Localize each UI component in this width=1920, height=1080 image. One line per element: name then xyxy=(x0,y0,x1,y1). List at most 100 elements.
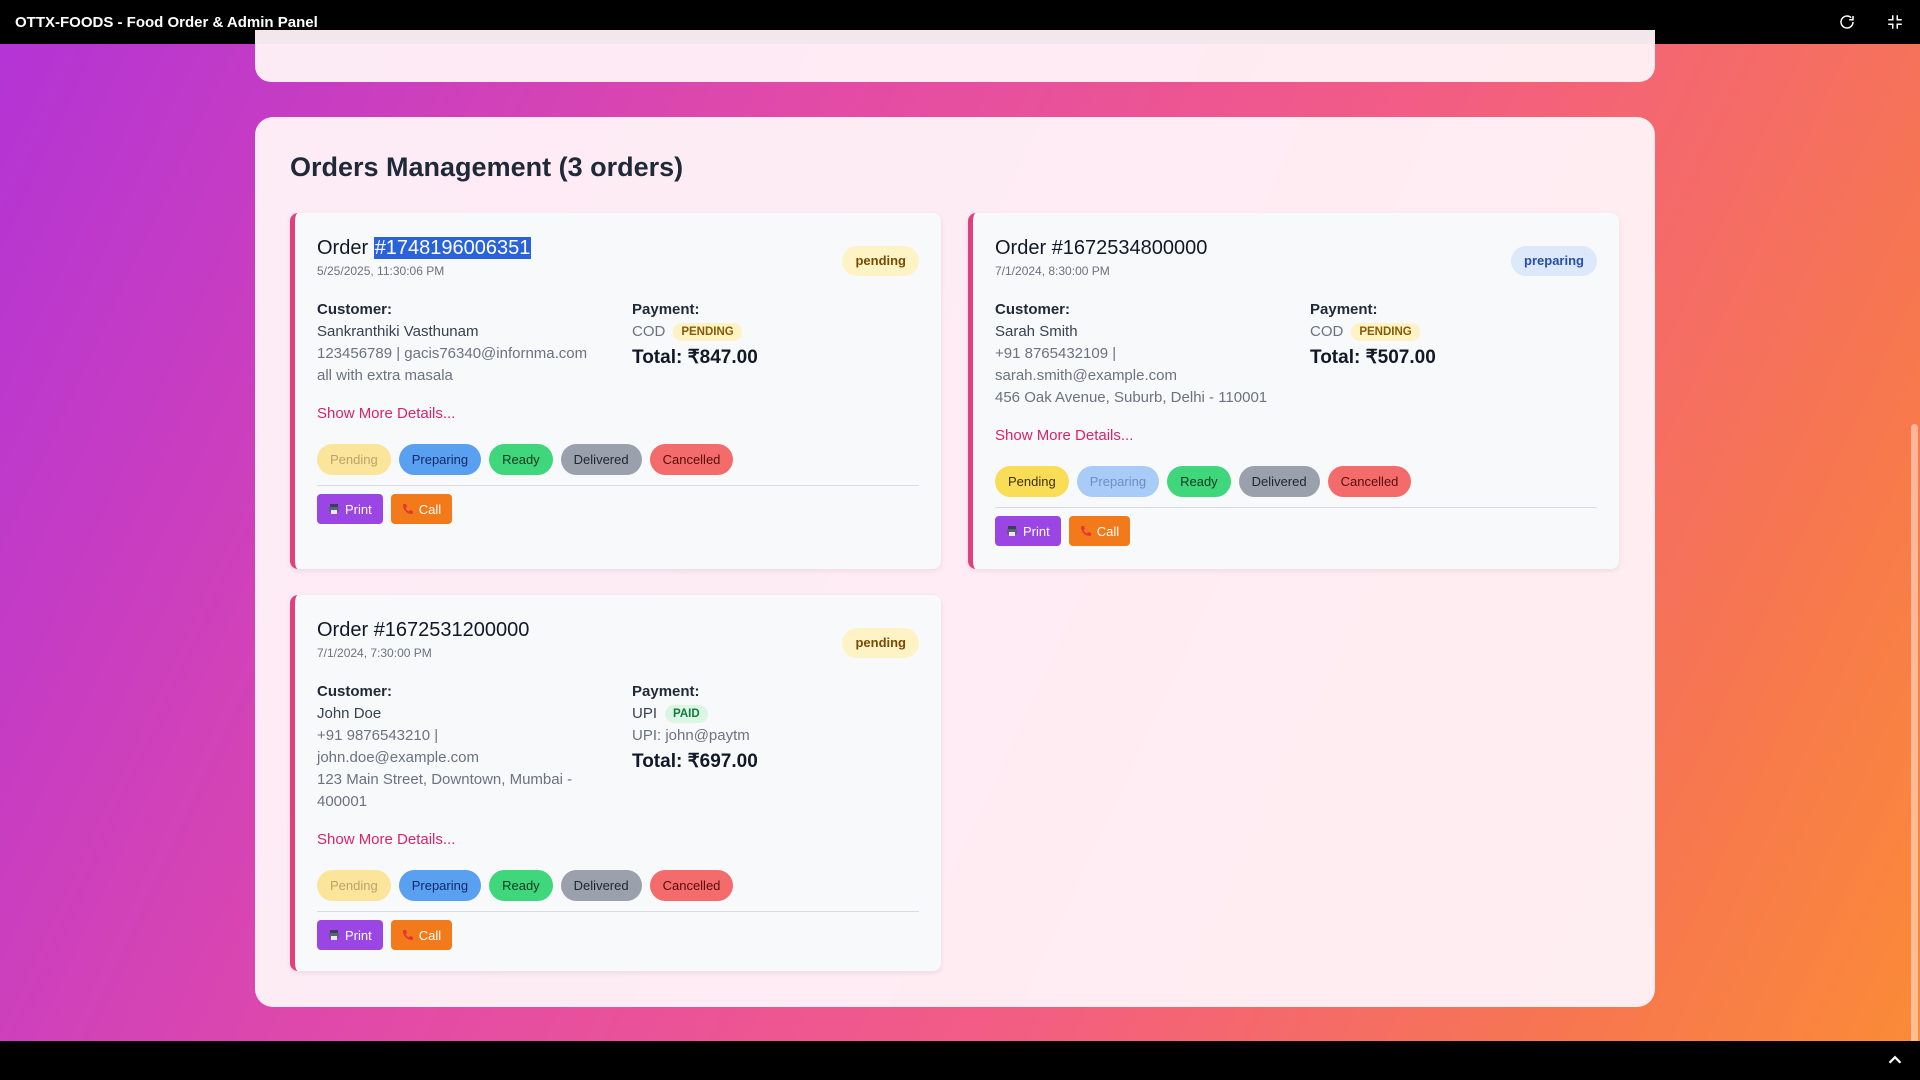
print-button[interactable]: Print xyxy=(317,494,383,524)
status-delivered-button[interactable]: Delivered xyxy=(1238,466,1320,497)
customer-info: Customer: Sankranthiki Vasthunam 1234567… xyxy=(317,299,612,387)
order-id: Order #1672534800000 xyxy=(995,237,1207,260)
customer-address: 456 Oak Avenue, Suburb, Delhi - 110001 xyxy=(995,389,1268,406)
minimize-icon[interactable] xyxy=(1884,11,1906,33)
print-label: Print xyxy=(345,927,372,943)
call-button[interactable]: Call xyxy=(390,920,453,950)
payment-method: COD xyxy=(632,323,666,340)
status-cancelled-button[interactable]: Cancelled xyxy=(1327,466,1412,497)
window-title: OTTX-FOODS - Food Order & Admin Panel xyxy=(15,13,318,31)
order-number[interactable]: #1672531200000 xyxy=(373,619,530,641)
status-pending-button[interactable]: Pending xyxy=(317,870,391,901)
order-total: Total: ₹847.00 xyxy=(632,347,758,368)
customer-email: john.doe@example.com xyxy=(317,749,479,766)
customer-contact: 123456789 | gacis76340@infornma.com xyxy=(317,345,588,362)
print-button[interactable]: Print xyxy=(995,516,1061,546)
order-date: 7/1/2024, 8:30:00 PM xyxy=(995,264,1110,278)
printer-icon xyxy=(1007,526,1017,536)
status-preparing-button[interactable]: Preparing xyxy=(398,870,482,901)
payment-info: Payment: COD PENDING Total: ₹507.00 xyxy=(1310,299,1590,369)
payment-label: Payment: xyxy=(1310,301,1378,318)
phone-icon xyxy=(402,930,413,940)
show-more-link[interactable]: Show More Details... xyxy=(317,405,456,422)
customer-name: John Doe xyxy=(317,705,382,722)
status-preparing-button[interactable]: Preparing xyxy=(398,444,482,475)
order-id: Order #1672531200000 xyxy=(317,619,529,642)
print-label: Print xyxy=(345,501,372,517)
customer-email: sarah.smith@example.com xyxy=(995,367,1177,384)
phone-icon xyxy=(1080,526,1091,536)
call-label: Call xyxy=(418,501,442,517)
status-pending-button[interactable]: Pending xyxy=(317,444,391,475)
previous-section-card xyxy=(255,30,1655,82)
order-card: Order #1672531200000 7/1/2024, 7:30:00 P… xyxy=(290,595,941,971)
status-button-row: Pending Preparing Ready Delivered Cancel… xyxy=(317,444,734,475)
status-ready-button[interactable]: Ready xyxy=(489,870,553,901)
show-more-link[interactable]: Show More Details... xyxy=(995,427,1134,444)
status-ready-button[interactable]: Ready xyxy=(489,444,553,475)
upi-id: UPI: john@paytm xyxy=(632,727,750,744)
divider xyxy=(317,485,919,486)
action-row: Print Call xyxy=(317,494,453,524)
order-card: Order #1748196006351 5/25/2025, 11:30:06… xyxy=(290,213,941,569)
status-badge: pending xyxy=(842,246,919,276)
customer-label: Customer: xyxy=(317,683,393,700)
status-pending-button[interactable]: Pending xyxy=(995,466,1069,497)
payment-method: COD xyxy=(1310,323,1344,340)
print-button[interactable]: Print xyxy=(317,920,383,950)
order-id: Order #1748196006351 xyxy=(317,237,532,260)
call-label: Call xyxy=(1096,523,1120,539)
page-scrollbar[interactable] xyxy=(1909,44,1920,1044)
payment-status-badge: PAID xyxy=(665,705,708,723)
action-row: Print Call xyxy=(995,516,1131,546)
customer-phone: +91 9876543210 | xyxy=(317,727,439,744)
payment-status-badge: PENDING xyxy=(1351,323,1420,341)
phone-icon xyxy=(402,504,413,514)
divider xyxy=(995,507,1597,508)
order-date: 7/1/2024, 7:30:00 PM xyxy=(317,646,432,660)
status-delivered-button[interactable]: Delivered xyxy=(560,870,642,901)
status-delivered-button[interactable]: Delivered xyxy=(560,444,642,475)
customer-label: Customer: xyxy=(995,301,1071,318)
customer-address-line2: 400001 xyxy=(317,793,368,810)
printer-icon xyxy=(329,504,339,514)
order-prefix: Order xyxy=(317,619,374,641)
customer-phone: +91 8765432109 | xyxy=(995,345,1117,362)
order-card: Order #1672534800000 7/1/2024, 8:30:00 P… xyxy=(968,213,1619,569)
chevron-up-icon[interactable] xyxy=(1884,1049,1906,1071)
payment-info: Payment: COD PENDING Total: ₹847.00 xyxy=(632,299,912,369)
status-cancelled-button[interactable]: Cancelled xyxy=(649,870,734,901)
status-badge: preparing xyxy=(1511,246,1597,276)
customer-name: Sankranthiki Vasthunam xyxy=(317,323,479,340)
customer-address-line1: 123 Main Street, Downtown, Mumbai - xyxy=(317,771,573,788)
call-button[interactable]: Call xyxy=(390,494,453,524)
order-total: Total: ₹697.00 xyxy=(632,751,758,772)
scrollbar-thumb[interactable] xyxy=(1911,424,1918,1044)
status-ready-button[interactable]: Ready xyxy=(1167,466,1231,497)
divider xyxy=(317,911,919,912)
show-more-link[interactable]: Show More Details... xyxy=(317,831,456,848)
status-button-row: Pending Preparing Ready Delivered Cancel… xyxy=(995,466,1412,497)
refresh-icon[interactable] xyxy=(1836,11,1858,33)
customer-label: Customer: xyxy=(317,301,393,318)
call-label: Call xyxy=(418,927,442,943)
status-preparing-button[interactable]: Preparing xyxy=(1076,466,1160,497)
action-row: Print Call xyxy=(317,920,453,950)
bottom-bar xyxy=(0,1041,1920,1080)
order-prefix: Order xyxy=(995,237,1052,259)
status-cancelled-button[interactable]: Cancelled xyxy=(649,444,734,475)
order-number[interactable]: #1672534800000 xyxy=(1051,237,1208,259)
order-total: Total: ₹507.00 xyxy=(1310,347,1436,368)
customer-info: Customer: John Doe +91 9876543210 | john… xyxy=(317,681,612,813)
payment-info: Payment: UPI PAID UPI: john@paytm Total: … xyxy=(632,681,912,773)
payment-label: Payment: xyxy=(632,301,700,318)
order-prefix: Order xyxy=(317,237,374,259)
call-button[interactable]: Call xyxy=(1068,516,1131,546)
print-label: Print xyxy=(1023,523,1050,539)
orders-panel: Orders Management (3 orders) Order #1748… xyxy=(255,117,1655,1007)
payment-status-badge: PENDING xyxy=(673,323,742,341)
order-number[interactable]: #1748196006351 xyxy=(373,237,532,259)
payment-method: UPI xyxy=(632,705,658,722)
status-button-row: Pending Preparing Ready Delivered Cancel… xyxy=(317,870,734,901)
customer-name: Sarah Smith xyxy=(995,323,1078,340)
